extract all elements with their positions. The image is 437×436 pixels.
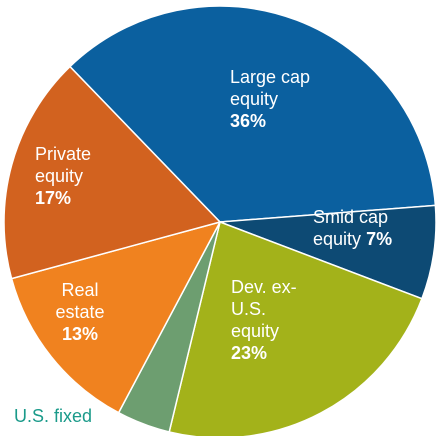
slice-label: Dev. ex-U.S. equity 23% [231,276,316,364]
slice-label: Private equity 17% [35,143,120,209]
value-label: 23% [231,343,268,363]
value-label: 7% [366,229,393,249]
pie-slice [3,65,222,280]
pie-slice [10,220,222,414]
value-label: 13% [61,324,99,344]
category-name: Smid cap equity [313,207,389,249]
category-name: Private equity [35,144,92,186]
value-label: 36% [230,111,267,131]
category-name: Real estate [55,280,105,322]
category-name: Large cap equity [230,67,311,109]
slice-label: U.S. fixed [14,405,134,427]
category-name: Dev. ex-U.S. equity [231,277,297,341]
pie-slice [68,5,437,223]
slice-label: Large cap equity 36% [230,66,340,132]
slice-label: Real estate 13% [40,279,120,345]
pie-slice [168,220,423,436]
category-name: U.S. fixed [14,406,93,426]
value-label: 17% [35,188,72,208]
slice-label: Smid cap equity 7% [313,206,428,250]
